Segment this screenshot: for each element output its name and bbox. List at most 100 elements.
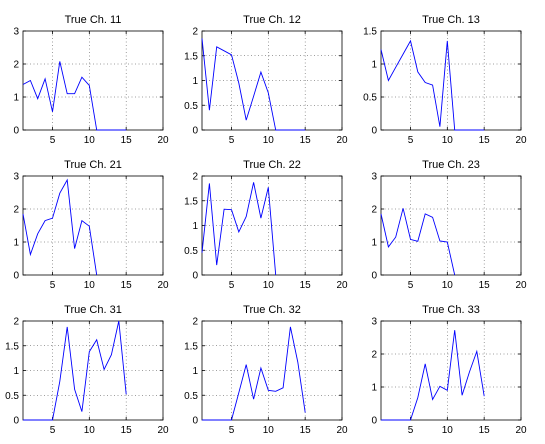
y-tick-label: 2 xyxy=(13,205,19,216)
x-tick-label: 10 xyxy=(84,280,96,291)
y-tick-label: 1 xyxy=(371,238,377,249)
x-tick-label: 20 xyxy=(336,135,348,146)
y-tick-label: 0 xyxy=(192,271,198,282)
y-tick-label: 1 xyxy=(371,383,377,394)
subplot-title: True Ch. 32 xyxy=(243,304,301,316)
y-tick-label: 1 xyxy=(13,366,19,377)
x-tick-label: 15 xyxy=(300,280,312,291)
y-tick-label: 2 xyxy=(371,205,377,216)
x-tick-label: 5 xyxy=(50,280,56,291)
subplot: 5 10 15 20 0 0.5 1 1.5 2 True Ch. 31 xyxy=(5,304,169,436)
subplot: 5 10 15 20 0 0.5 1 1.5 2 True Ch. 12 xyxy=(184,14,348,146)
y-tick-label: 2 xyxy=(192,317,198,328)
x-tick-label: 15 xyxy=(479,135,491,146)
subplot-title: True Ch. 12 xyxy=(243,14,301,26)
series-line xyxy=(201,182,277,276)
y-tick-label: 0 xyxy=(371,416,377,427)
x-tick-label: 10 xyxy=(263,425,275,436)
series-line xyxy=(381,330,485,421)
x-tick-label: 20 xyxy=(336,280,348,291)
y-tick-label: 2 xyxy=(192,172,198,183)
y-tick-label: 1.5 xyxy=(184,51,198,62)
y-tick-label: 0.5 xyxy=(363,93,377,104)
y-tick-label: 1 xyxy=(192,76,198,87)
y-tick-label: 2 xyxy=(371,350,377,361)
x-tick-label: 5 xyxy=(408,280,414,291)
x-tick-label: 5 xyxy=(229,135,235,146)
y-tick-label: 0.5 xyxy=(5,391,19,402)
x-tick-label: 10 xyxy=(84,425,96,436)
x-tick-label: 5 xyxy=(229,280,235,291)
y-tick-label: 0 xyxy=(13,271,19,282)
x-tick-label: 5 xyxy=(408,135,414,146)
subplot: 5 10 15 20 0 1 2 3 True Ch. 23 xyxy=(371,159,527,291)
x-tick-label: 10 xyxy=(263,135,275,146)
x-tick-label: 20 xyxy=(157,425,169,436)
subplot: 5 10 15 20 0 1 2 3 True Ch. 33 xyxy=(371,304,527,436)
y-tick-label: 3 xyxy=(13,172,19,183)
subplot: 5 10 15 20 0 0.5 1 1.5 2 True Ch. 32 xyxy=(184,304,348,436)
x-tick-label: 20 xyxy=(515,425,527,436)
y-tick-label: 2 xyxy=(13,317,19,328)
subplot: 5 10 15 20 0 1 2 3 True Ch. 11 xyxy=(13,14,169,146)
plot-area xyxy=(22,175,164,276)
x-tick-label: 10 xyxy=(442,135,454,146)
x-tick-label: 5 xyxy=(229,425,235,436)
x-tick-label: 10 xyxy=(263,280,275,291)
y-tick-label: 0 xyxy=(371,126,377,137)
x-tick-label: 5 xyxy=(50,135,56,146)
x-tick-label: 5 xyxy=(408,425,414,436)
y-tick-label: 2 xyxy=(192,27,198,38)
y-tick-label: 0.5 xyxy=(184,246,198,257)
y-tick-label: 3 xyxy=(371,317,377,328)
subplot-title: True Ch. 13 xyxy=(422,14,480,26)
subplot-title: True Ch. 11 xyxy=(65,14,122,26)
subplot: 5 10 15 20 0 1 2 3 True Ch. 21 xyxy=(13,159,169,291)
y-tick-label: 2 xyxy=(13,60,19,71)
y-tick-label: 1 xyxy=(13,93,19,104)
series-line xyxy=(201,38,306,131)
series-line xyxy=(380,39,485,131)
x-tick-label: 20 xyxy=(515,135,527,146)
subplot: 5 10 15 20 0 0.5 1 1.5 2 True Ch. 22 xyxy=(184,159,348,291)
y-tick-label: 1 xyxy=(371,60,377,71)
series-line xyxy=(23,320,127,421)
y-tick-label: 1.5 xyxy=(363,27,377,38)
series-line xyxy=(22,178,98,276)
y-tick-label: 0 xyxy=(192,416,198,427)
subplot-title: True Ch. 31 xyxy=(64,304,122,316)
y-tick-label: 1 xyxy=(192,221,198,232)
x-tick-label: 10 xyxy=(442,425,454,436)
x-tick-label: 15 xyxy=(300,425,312,436)
y-tick-label: 1.5 xyxy=(184,341,198,352)
x-tick-label: 10 xyxy=(84,135,96,146)
y-tick-label: 3 xyxy=(371,172,377,183)
series-line xyxy=(202,326,306,421)
y-tick-label: 1.5 xyxy=(184,196,198,207)
y-tick-label: 3 xyxy=(13,27,19,38)
series-line xyxy=(22,61,127,131)
x-tick-label: 15 xyxy=(479,425,491,436)
y-tick-label: 1.5 xyxy=(5,341,19,352)
x-tick-label: 15 xyxy=(300,135,312,146)
subplot: 5 10 15 20 0 0.5 1 1.5 True Ch. 13 xyxy=(363,14,527,146)
x-tick-label: 10 xyxy=(442,280,454,291)
x-tick-label: 5 xyxy=(50,425,56,436)
subplot-title: True Ch. 22 xyxy=(243,159,301,171)
x-tick-label: 15 xyxy=(121,135,133,146)
series-line xyxy=(380,208,456,276)
y-tick-label: 0 xyxy=(192,126,198,137)
y-tick-label: 0 xyxy=(371,271,377,282)
y-tick-label: 0.5 xyxy=(184,101,198,112)
y-tick-label: 1 xyxy=(192,366,198,377)
subplot-title: True Ch. 23 xyxy=(422,159,480,171)
plot-area xyxy=(22,30,164,131)
y-tick-label: 0 xyxy=(13,416,19,427)
y-tick-label: 0 xyxy=(13,126,19,137)
y-tick-label: 0.5 xyxy=(184,391,198,402)
y-tick-label: 1 xyxy=(13,238,19,249)
plot-area xyxy=(380,320,522,421)
x-tick-label: 20 xyxy=(336,425,348,436)
x-tick-label: 20 xyxy=(157,280,169,291)
